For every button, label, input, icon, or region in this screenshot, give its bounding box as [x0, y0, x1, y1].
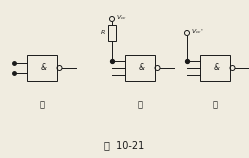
- Bar: [125, 55, 155, 81]
- Bar: [200, 55, 230, 81]
- Text: &: &: [41, 64, 47, 73]
- Bar: [108, 25, 116, 41]
- Text: 乙: 乙: [137, 100, 142, 109]
- Text: $V_{cc}$: $V_{cc}$: [116, 14, 127, 22]
- Text: &: &: [139, 64, 145, 73]
- Text: 图  10-21: 图 10-21: [104, 140, 144, 150]
- Text: $V_{cc}$': $V_{cc}$': [191, 27, 203, 36]
- Text: 甲: 甲: [40, 100, 45, 109]
- Bar: [27, 55, 57, 81]
- Text: &: &: [214, 64, 220, 73]
- Text: R: R: [101, 30, 105, 36]
- Text: 丙: 丙: [212, 100, 217, 109]
